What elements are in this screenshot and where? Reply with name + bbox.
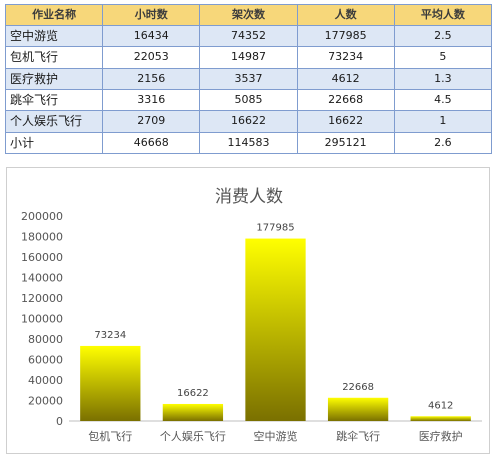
- table-cell: 空中游览: [4, 24, 104, 48]
- table-cell: 4612: [296, 67, 395, 90]
- bar-chart-panel: 消费人数 0 20000 40000 60000 80000 100000 120000 14…: [6, 167, 490, 454]
- header-cell: 小时数: [102, 4, 201, 26]
- table-cell: 2.5: [393, 24, 493, 48]
- table-cell: 14987: [199, 46, 298, 69]
- table-cell: 16622: [296, 110, 395, 133]
- table-cell: 177985: [296, 24, 395, 48]
- table-cell: 16622: [199, 110, 298, 133]
- data-label: 73234: [94, 330, 126, 341]
- table-row: 跳伞飞行 3316 5085 22668 4.5: [4, 88, 493, 112]
- x-tick-label: 包机飞行: [88, 429, 132, 443]
- x-tick-label: 医疗救护: [419, 429, 463, 443]
- x-tick-label: 空中游览: [254, 429, 298, 443]
- table-cell: 5085: [199, 88, 298, 112]
- table-cell: 3537: [199, 67, 298, 90]
- table-cell: 小计: [4, 131, 104, 155]
- table-cell: 114583: [199, 131, 298, 155]
- data-label: 22668: [342, 382, 374, 393]
- x-tick-label: 个人娱乐飞行: [160, 429, 226, 443]
- y-tick-label: 180000: [21, 231, 63, 244]
- table-row: 空中游览 16434 74352 177985 2.5: [4, 24, 493, 48]
- table-cell: 16434: [102, 24, 201, 48]
- bar: [410, 416, 471, 421]
- table-cell: 1: [393, 110, 493, 133]
- table-cell: 74352: [199, 24, 298, 48]
- y-tick-label: 40000: [28, 374, 63, 387]
- y-tick-label: 0: [56, 415, 63, 428]
- y-tick-label: 200000: [21, 210, 63, 223]
- bar: [327, 397, 389, 421]
- table-row: 个人娱乐飞行 2709 16622 16622 1: [4, 110, 493, 133]
- header-cell: 平均人数: [393, 4, 493, 26]
- subtotal-row: 小计 46668 114583 295121 2.6: [4, 131, 493, 155]
- summary-table: 作业名称 小时数 架次数 人数 平均人数 空中游览 16434 74352 17…: [4, 4, 493, 155]
- table-row: 包机飞行 22053 14987 73234 5: [4, 46, 493, 69]
- table-cell: 2.6: [393, 131, 493, 155]
- data-label: 177985: [256, 223, 294, 234]
- table-cell: 5: [393, 46, 493, 69]
- header-cell: 人数: [296, 4, 395, 26]
- table-cell: 2709: [102, 110, 201, 133]
- table-cell: 22053: [102, 46, 201, 69]
- table-cell: 3316: [102, 88, 201, 112]
- bar: [245, 238, 306, 421]
- table-cell: 2156: [102, 67, 201, 90]
- table-cell: 个人娱乐飞行: [4, 110, 104, 133]
- data-label: 16622: [177, 388, 209, 399]
- y-tick-label: 60000: [28, 354, 63, 367]
- y-tick-label: 20000: [28, 395, 63, 408]
- x-tick-label: 跳伞飞行: [336, 429, 380, 443]
- table-cell: 46668: [102, 131, 201, 155]
- header-cell: 架次数: [199, 4, 298, 26]
- table-cell: 4.5: [393, 88, 493, 112]
- data-label: 4612: [428, 400, 453, 411]
- bar: [162, 403, 224, 421]
- chart-title: 消费人数: [215, 187, 283, 207]
- table-cell: 包机飞行: [4, 46, 104, 69]
- table-cell: 73234: [296, 46, 395, 69]
- table-cell: 医疗救护: [4, 67, 104, 90]
- y-tick-label: 80000: [28, 333, 63, 346]
- table-cell: 1.3: [393, 67, 493, 90]
- table-cell: 295121: [296, 131, 395, 155]
- bar-chart: 消费人数 0 20000 40000 60000 80000 100000 120000 14…: [21, 187, 482, 443]
- table-header-row: 作业名称 小时数 架次数 人数 平均人数: [4, 4, 493, 26]
- bar: [80, 345, 141, 421]
- table-cell: 跳伞飞行: [4, 88, 104, 112]
- header-cell: 作业名称: [4, 4, 104, 26]
- y-tick-label: 120000: [21, 292, 63, 305]
- table-row: 医疗救护 2156 3537 4612 1.3: [4, 67, 493, 90]
- table-cell: 22668: [296, 88, 395, 112]
- y-tick-label: 100000: [21, 313, 63, 326]
- y-tick-label: 160000: [21, 251, 63, 264]
- y-tick-label: 140000: [21, 272, 63, 285]
